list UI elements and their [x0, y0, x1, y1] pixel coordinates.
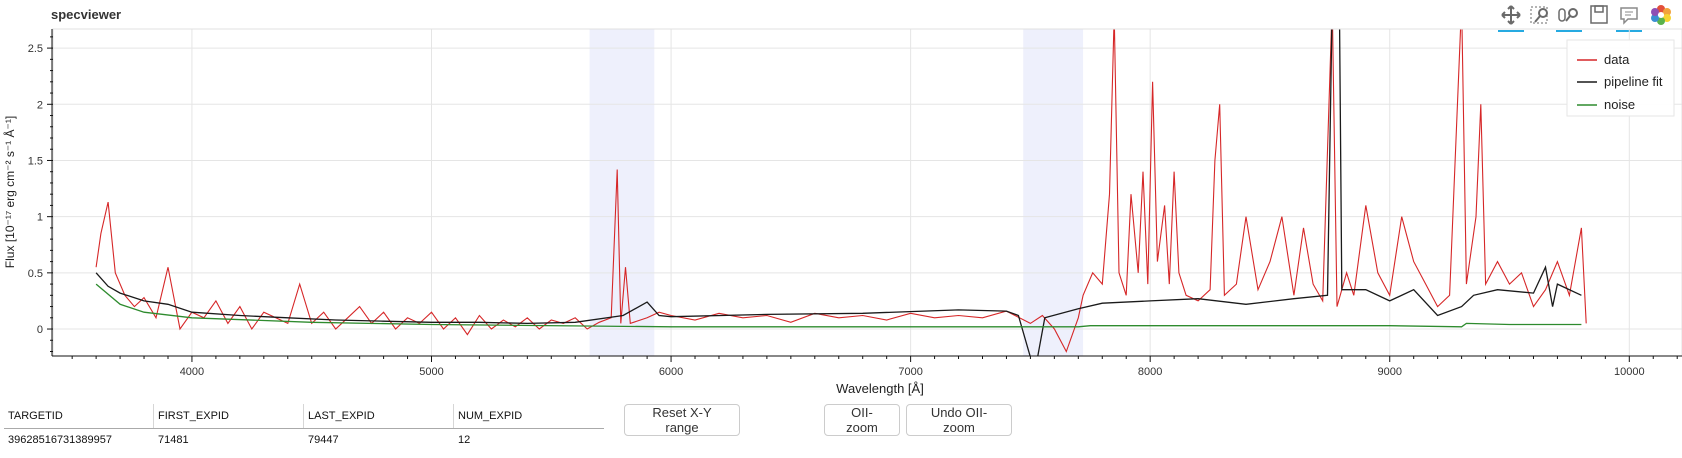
bokeh-logo[interactable] — [1648, 4, 1674, 30]
table-header: TARGETID FIRST_EXPID LAST_EXPID NUM_EXPI… — [4, 404, 604, 429]
column-header-targetid[interactable]: TARGETID — [4, 404, 154, 428]
cell-last-expid: 79447 — [308, 434, 339, 446]
hover-icon — [1620, 7, 1638, 25]
app-title: specviewer — [51, 7, 122, 22]
y-tick-label: 0.5 — [28, 268, 43, 280]
y-tick-label: 2 — [37, 99, 43, 111]
y-axis: 0 0.5 1 1.5 2 2.5 — [28, 36, 53, 353]
bokeh-logo-icon — [1651, 5, 1671, 25]
save-tool-button[interactable] — [1586, 4, 1612, 30]
oii-zoom-button[interactable]: OII-zoom — [824, 404, 900, 436]
series-data — [95, 29, 1587, 353]
cell-first-expid: 71481 — [158, 434, 189, 446]
legend: data pipeline fit noise — [1566, 39, 1675, 117]
y-tick-label: 1 — [37, 212, 43, 224]
series-pipeline-fit — [95, 29, 1582, 356]
x-tick-label: 5000 — [419, 366, 443, 378]
wheel-zoom-icon — [1558, 8, 1578, 22]
pan-tool-button[interactable] — [1498, 4, 1524, 32]
x-tick-label: 6000 — [659, 366, 683, 378]
x-tick-label: 10000 — [1614, 366, 1645, 378]
pan-icon — [1501, 5, 1521, 25]
legend-item-data[interactable]: data — [1577, 52, 1630, 67]
table-row[interactable]: 39628516731389957 71481 79447 12 — [4, 429, 604, 446]
save-icon — [1590, 5, 1608, 24]
x-tick-label: 9000 — [1377, 366, 1401, 378]
legend-item-noise[interactable]: noise — [1577, 97, 1635, 112]
reset-xy-range-button[interactable]: Reset X-Y range — [624, 404, 740, 436]
cell-targetid: 39628516731389957 — [8, 434, 113, 446]
y-tick-label: 0 — [37, 324, 43, 336]
series-noise — [95, 283, 1582, 328]
legend-item-pipeline-fit[interactable]: pipeline fit — [1577, 74, 1663, 89]
undo-oii-zoom-button[interactable]: Undo OII-zoom — [906, 404, 1012, 436]
y-tick-label: 1.5 — [28, 155, 43, 167]
legend-label-noise: noise — [1604, 97, 1635, 112]
legend-label-data: data — [1604, 52, 1630, 67]
x-axis: 4000 5000 6000 7000 8000 9000 10000 — [71, 356, 1678, 378]
masked-band-0 — [589, 29, 655, 356]
legend-label-pipeline-fit: pipeline fit — [1604, 74, 1663, 89]
spectrum-plot[interactable]: 4000 5000 6000 7000 8000 9000 10000 0 0.5 1 1.5 2 2… — [0, 0, 1682, 400]
target-info-table: TARGETID FIRST_EXPID LAST_EXPID NUM_EXPI… — [4, 404, 604, 446]
column-header-first-expid[interactable]: FIRST_EXPID — [154, 404, 304, 428]
column-header-num-expid[interactable]: NUM_EXPID — [458, 410, 523, 422]
x-tick-label: 8000 — [1138, 366, 1162, 378]
wheel-zoom-tool-button[interactable] — [1556, 4, 1582, 32]
plot-toolbar — [1498, 2, 1682, 32]
x-axis-label: Wavelength [Å] — [836, 381, 924, 396]
spectrum-series — [95, 29, 1587, 356]
x-tick-label: 7000 — [898, 366, 922, 378]
masked-regions — [589, 29, 1084, 356]
x-tick-label: 4000 — [180, 366, 204, 378]
box-zoom-tool-button[interactable] — [1528, 4, 1554, 30]
y-tick-label: 2.5 — [28, 43, 43, 55]
masked-band-1 — [1023, 29, 1084, 356]
cell-num-expid: 12 — [458, 434, 471, 446]
y-axis-label: Flux [10⁻¹⁷ erg cm⁻² s⁻¹ Å⁻¹] — [2, 116, 17, 268]
column-header-last-expid[interactable]: LAST_EXPID — [304, 404, 454, 428]
box-zoom-icon — [1530, 6, 1548, 24]
